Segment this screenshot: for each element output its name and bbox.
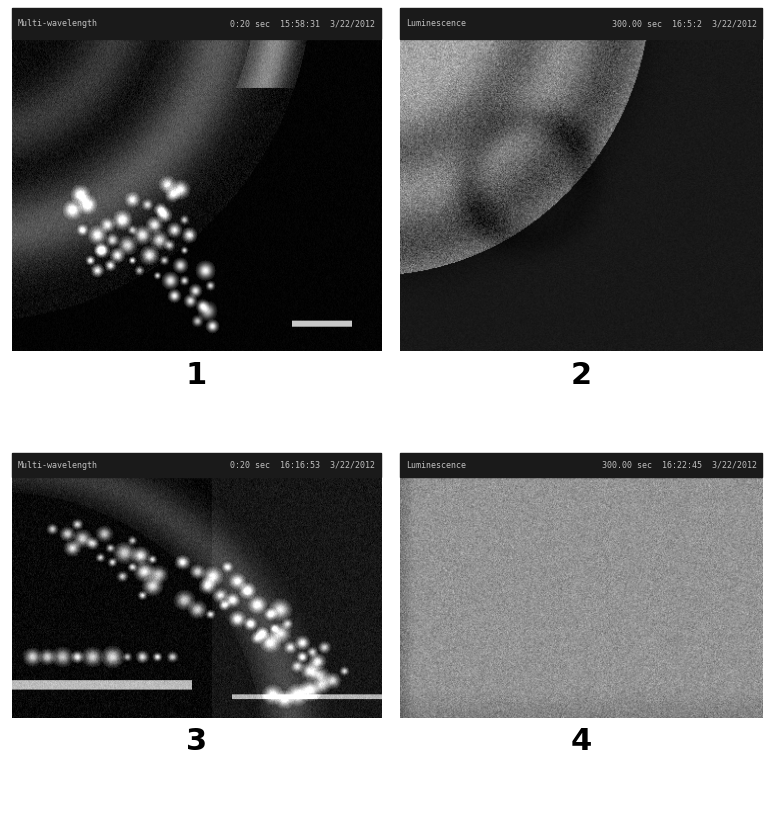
- Bar: [400, 8, 762, 39]
- Bar: [12, 8, 381, 39]
- Bar: [12, 453, 381, 477]
- Text: 300.00 sec  16:5:2  3/22/2012: 300.00 sec 16:5:2 3/22/2012: [612, 19, 757, 28]
- Text: 1: 1: [186, 361, 207, 390]
- Text: Luminescence: Luminescence: [406, 19, 466, 28]
- Text: 4: 4: [570, 727, 592, 757]
- Text: 2: 2: [570, 361, 592, 390]
- Text: Multi-wavelength: Multi-wavelength: [17, 19, 98, 28]
- Text: 0:20 sec  15:58:31  3/22/2012: 0:20 sec 15:58:31 3/22/2012: [231, 19, 375, 28]
- Text: 300.00 sec  16:22:45  3/22/2012: 300.00 sec 16:22:45 3/22/2012: [602, 461, 757, 470]
- Text: Multi-wavelength: Multi-wavelength: [17, 461, 98, 470]
- Text: Luminescence: Luminescence: [406, 461, 466, 470]
- Bar: [400, 453, 762, 477]
- Text: 0:20 sec  16:16:53  3/22/2012: 0:20 sec 16:16:53 3/22/2012: [231, 461, 375, 470]
- Text: 3: 3: [186, 727, 207, 757]
